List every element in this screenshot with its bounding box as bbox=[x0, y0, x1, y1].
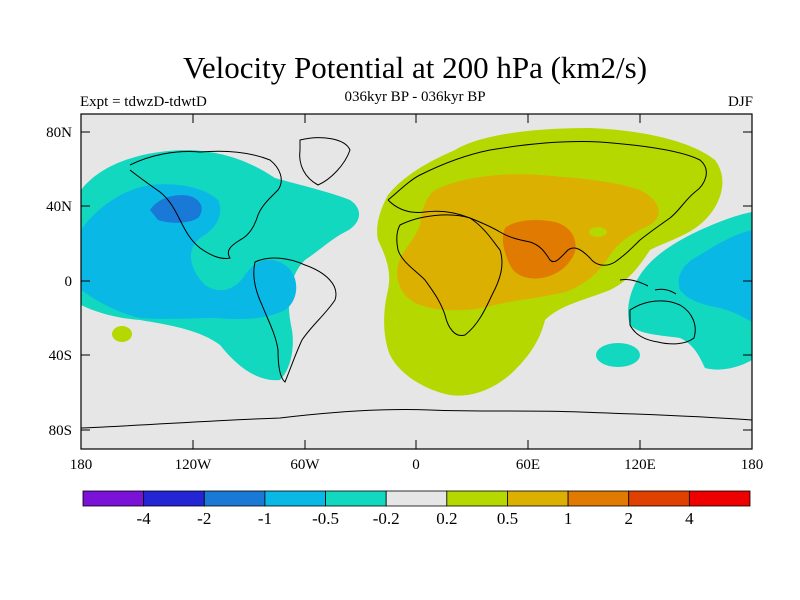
x-tick-label: 60E bbox=[516, 457, 540, 473]
coastline-indonesia bbox=[619, 279, 677, 295]
positive-contour-patch bbox=[589, 227, 607, 237]
negative-contour-west-pacific-inner bbox=[678, 230, 752, 322]
colorbar-label: -0.5 bbox=[312, 509, 339, 528]
negative-contour-americas-core bbox=[150, 195, 202, 223]
colorbar-swatch bbox=[385, 490, 448, 507]
y-tick-label: 0 bbox=[65, 274, 73, 290]
map-title: Velocity Potential at 200 hPa (km2/s) bbox=[182, 50, 648, 85]
coastline-antarctica bbox=[81, 408, 752, 429]
colorbar-label: 0.2 bbox=[436, 509, 457, 528]
y-tick-label: 40N bbox=[46, 199, 72, 215]
coastline-australia bbox=[629, 300, 696, 345]
negative-contour-australia-south bbox=[596, 343, 640, 367]
colorbar-swatch bbox=[203, 490, 266, 507]
colorbar-swatch bbox=[143, 490, 205, 507]
colorbar-label: -1 bbox=[258, 509, 272, 528]
axis-ticks bbox=[80, 114, 753, 449]
x-tick-label: 180 bbox=[70, 457, 93, 473]
colorbar-label: 2 bbox=[624, 509, 633, 528]
experiment-label: Expt = tdwzD-tdwtD bbox=[80, 94, 207, 110]
colorbar-swatch bbox=[688, 490, 751, 507]
colorbar-label: -4 bbox=[137, 509, 152, 528]
x-tick-label: 180 bbox=[741, 457, 764, 473]
y-tick-label: 80N bbox=[46, 125, 72, 141]
negative-contour-small bbox=[112, 326, 132, 342]
coastlines bbox=[81, 137, 752, 429]
season-label: DJF bbox=[727, 94, 753, 110]
period-label: 036kyr BP - 036kyr BP bbox=[344, 89, 486, 105]
colorbar-swatch bbox=[325, 490, 387, 507]
colorbar-swatch bbox=[628, 490, 690, 507]
y-tick-label: 40S bbox=[49, 348, 72, 364]
x-tick-label: 0 bbox=[412, 457, 420, 473]
coastline-north-america bbox=[129, 150, 282, 259]
colorbar-label: 4 bbox=[685, 509, 694, 528]
colorbar-swatch bbox=[567, 490, 630, 507]
coastline-africa bbox=[396, 214, 503, 337]
x-tick-label: 120E bbox=[624, 457, 656, 473]
colorbar-swatch bbox=[507, 490, 569, 507]
colorbar-swatch bbox=[446, 490, 508, 507]
x-tick-label: 60W bbox=[290, 457, 320, 473]
colorbar-label: 0.5 bbox=[497, 509, 518, 528]
x-tick-label: 120W bbox=[175, 457, 213, 473]
coastline-south-america bbox=[253, 257, 337, 383]
colorbar-label: -0.2 bbox=[373, 509, 400, 528]
colorbar-label: 1 bbox=[564, 509, 573, 528]
coastline-greenland bbox=[299, 137, 351, 186]
colorbar-swatch bbox=[264, 490, 326, 507]
contour-fields bbox=[81, 128, 752, 396]
colorbar: -4 -2 -1 -0.5 -0.2 0.2 0.5 1 2 4 bbox=[82, 490, 751, 528]
colorbar-swatch bbox=[82, 490, 145, 507]
negative-contour-americas-inner bbox=[81, 184, 297, 320]
colorbar-label: -2 bbox=[197, 509, 211, 528]
positive-contour-core bbox=[502, 220, 576, 279]
y-tick-label: 80S bbox=[49, 423, 72, 439]
coastline-eurasia bbox=[387, 141, 707, 266]
